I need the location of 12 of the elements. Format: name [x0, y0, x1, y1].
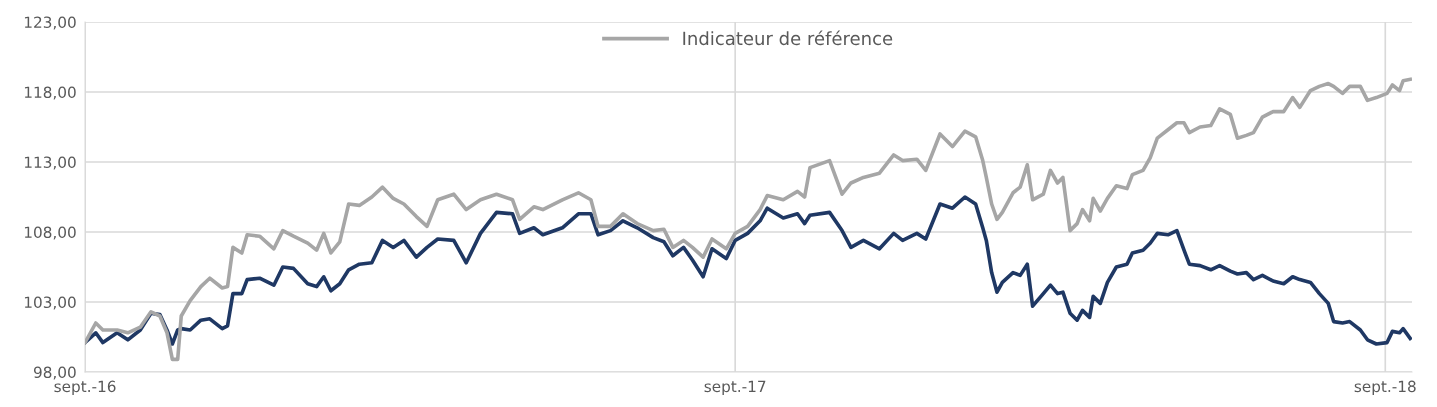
- x-tick-label: sept.-17: [704, 380, 766, 396]
- y-tick-label: 108,00: [24, 226, 76, 240]
- y-tick-label: 103,00: [24, 296, 76, 310]
- x-tick-label: sept.-18: [1354, 380, 1416, 396]
- y-tick-label: 118,00: [24, 86, 76, 100]
- line-series: [85, 77, 1412, 362]
- y-tick-label: 123,00: [24, 16, 76, 30]
- line-series: [85, 195, 1412, 346]
- x-tick-label: sept.-16: [54, 380, 116, 396]
- y-tick-label: 113,00: [24, 156, 76, 170]
- y-tick-label: 98,00: [33, 366, 76, 380]
- legend-label: Indicateur de référence: [683, 30, 893, 46]
